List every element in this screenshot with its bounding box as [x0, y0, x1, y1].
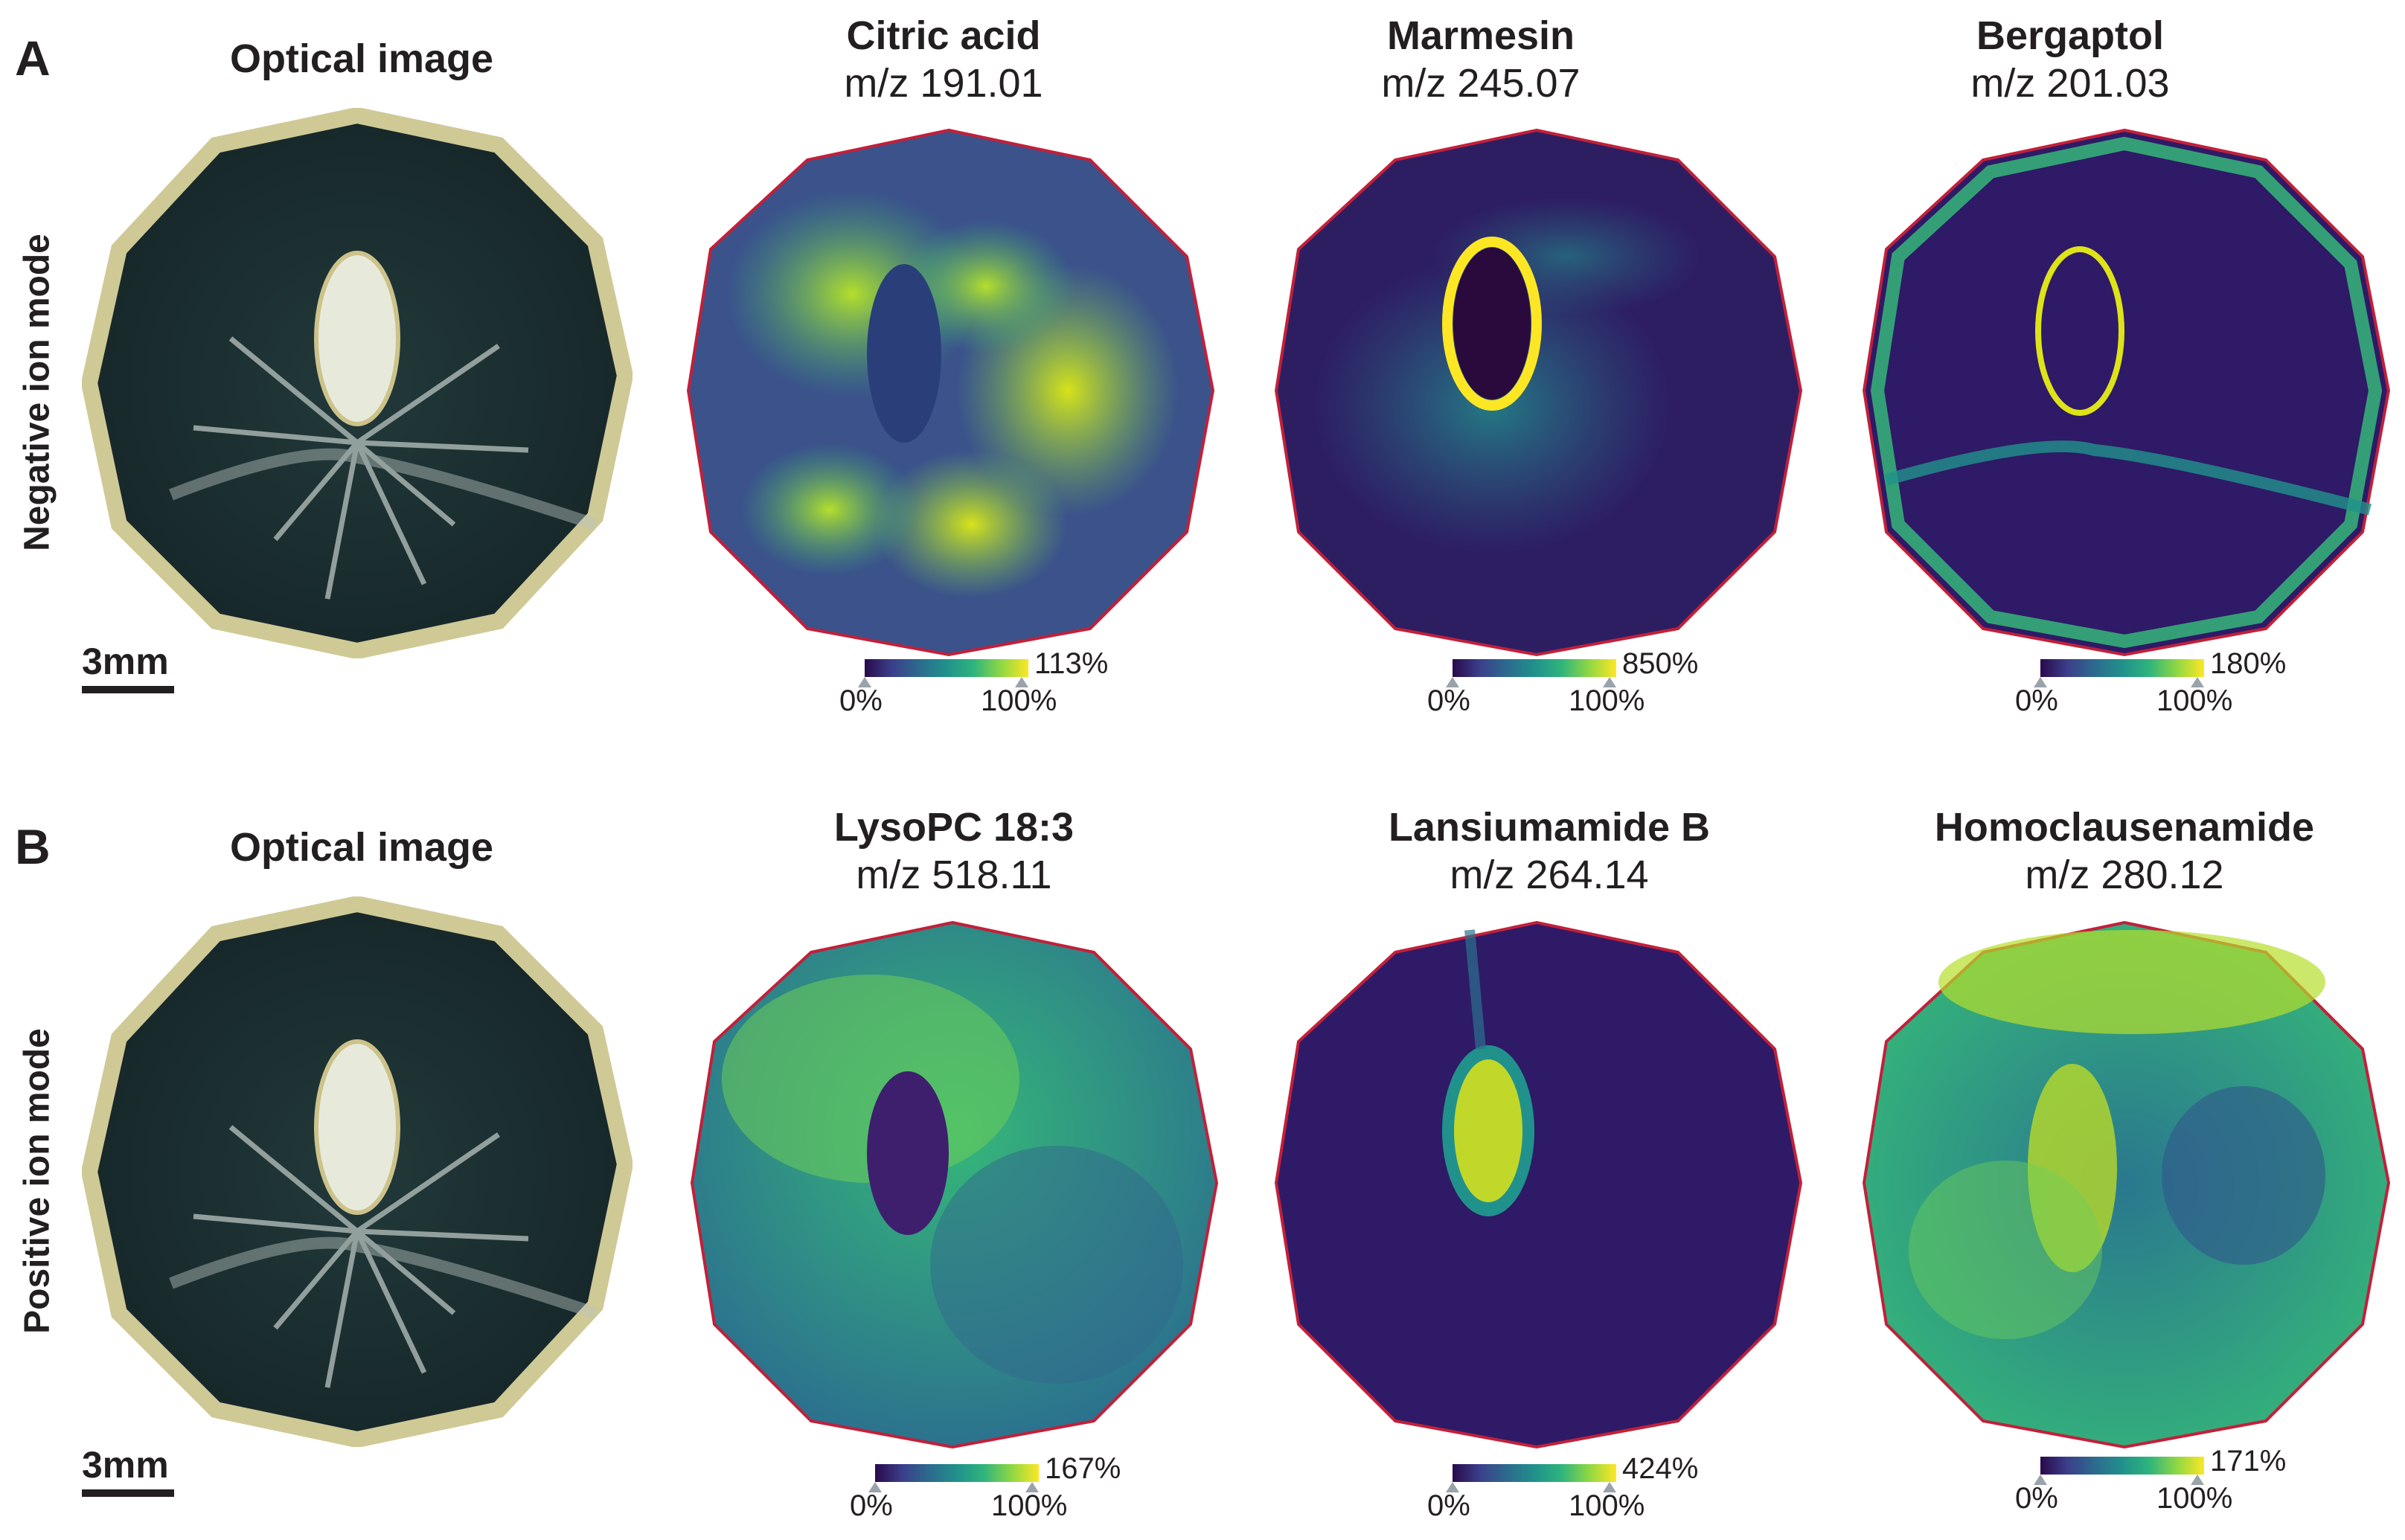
colorbar-ref-label: 100%: [1569, 684, 1645, 717]
scale-bar-b: 3mm: [82, 1443, 186, 1497]
scale-bar-line: [82, 686, 174, 693]
compound-name: LysoPC 18:3: [833, 805, 1075, 850]
colorbar-gradient: [1453, 1464, 1616, 1482]
mode-label-positive: Positive ion mode: [17, 1028, 57, 1334]
colorbar-gradient: [875, 1464, 1039, 1482]
ion-image-bergaptol: [1862, 128, 2391, 657]
min-marker-icon: [858, 677, 871, 687]
compound-name: Lansiumamide B: [1388, 805, 1711, 850]
ion-image-lansiumamide-b: [1274, 920, 1803, 1449]
colorbar-lysopc: 167% 0% 100%: [850, 1452, 1121, 1527]
ref-marker-icon: [2191, 1475, 2204, 1485]
panel-letter-a: A: [15, 31, 51, 86]
optical-image-b: [82, 896, 633, 1447]
title-citric-acid: Citric acid m/z 191.01: [683, 12, 1204, 107]
mz-value: m/z 280.12: [2025, 853, 2224, 897]
colorbar-ref-label: 100%: [2156, 1482, 2233, 1515]
colorbar-marmesin: 850% 0% 100%: [1427, 647, 1698, 722]
colorbar-ref-label: 100%: [1569, 1489, 1645, 1522]
optical-image-a: [82, 108, 633, 658]
mz-value: m/z 191.01: [844, 61, 1043, 106]
scale-bar-label: 3mm: [82, 641, 169, 682]
compound-name: Bergaptol: [1976, 13, 2165, 58]
title-bergaptol: Bergaptol m/z 201.03: [1810, 12, 2331, 107]
ref-marker-icon: [1015, 677, 1028, 687]
colorbar-ref-label: 100%: [2156, 684, 2233, 717]
compound-name: Homoclausenamide: [1934, 805, 2315, 850]
colorbar-ref-label: 100%: [981, 684, 1057, 717]
scale-bar-line: [82, 1489, 174, 1497]
colorbar-citric-acid: 113% 0% 100%: [839, 647, 1108, 722]
ion-image-homoclausenamide: [1862, 920, 2391, 1449]
colorbar-gradient: [2040, 1457, 2204, 1475]
colorbar-lansiumamide-b: 424% 0% 100%: [1427, 1452, 1698, 1527]
mz-value: m/z 201.03: [1970, 61, 2170, 106]
colorbar-gradient: [1453, 659, 1616, 677]
colorbar-max: 167%: [1045, 1452, 1121, 1485]
colorbar-min-label: 0%: [850, 1489, 893, 1522]
compound-name: Marmesin: [1386, 13, 1575, 58]
optical-title-b: Optical image: [229, 825, 494, 870]
optical-title-a: Optical image: [229, 36, 494, 81]
colorbar-max: 850%: [1622, 647, 1699, 680]
colorbar-min-label: 0%: [1427, 684, 1470, 717]
ion-image-citric-acid: [686, 128, 1215, 657]
min-marker-icon: [868, 1482, 882, 1492]
min-marker-icon: [2034, 677, 2047, 687]
title-lansiumamide-b: Lansiumamide B m/z 264.14: [1289, 803, 1810, 899]
ref-marker-icon: [2191, 677, 2204, 687]
title-homoclausenamide: Homoclausenamide m/z 280.12: [1864, 803, 2385, 899]
colorbar-gradient: [865, 659, 1028, 677]
min-marker-icon: [1446, 677, 1459, 687]
colorbar-min-label: 0%: [2015, 684, 2058, 717]
ion-image-lysopc: [690, 920, 1219, 1449]
colorbar-max: 424%: [1622, 1452, 1699, 1485]
colorbar-min-label: 0%: [1427, 1489, 1470, 1522]
scale-bar-a: 3mm: [82, 640, 186, 693]
min-marker-icon: [1446, 1482, 1459, 1492]
colorbar-min-label: 0%: [839, 684, 883, 717]
ref-marker-icon: [1603, 677, 1616, 687]
compound-name: Citric acid: [846, 13, 1041, 58]
mode-label-negative: Negative ion mode: [17, 234, 57, 551]
colorbar-max: 171%: [2210, 1445, 2287, 1478]
mz-value: m/z 245.07: [1381, 61, 1581, 106]
title-marmesin: Marmesin m/z 245.07: [1220, 12, 1741, 107]
min-marker-icon: [2034, 1475, 2047, 1485]
colorbar-gradient: [2040, 659, 2204, 677]
colorbar-ref-label: 100%: [991, 1489, 1068, 1522]
colorbar-min-label: 0%: [2015, 1482, 2058, 1515]
title-lysopc: LysoPC 18:3 m/z 518.11: [694, 803, 1214, 899]
ref-marker-icon: [1603, 1482, 1616, 1492]
colorbar-bergaptol: 180% 0% 100%: [2015, 647, 2286, 722]
colorbar-max: 113%: [1034, 647, 1109, 680]
ref-marker-icon: [1025, 1482, 1039, 1492]
mz-value: m/z 518.11: [856, 853, 1052, 897]
scale-bar-label: 3mm: [82, 1444, 169, 1486]
colorbar-homoclausenamide: 171% 0% 100%: [2015, 1445, 2286, 1519]
colorbar-max: 180%: [2210, 647, 2287, 680]
mz-value: m/z 264.14: [1450, 853, 1649, 897]
ion-image-marmesin: [1274, 128, 1803, 657]
panel-letter-b: B: [15, 819, 51, 874]
